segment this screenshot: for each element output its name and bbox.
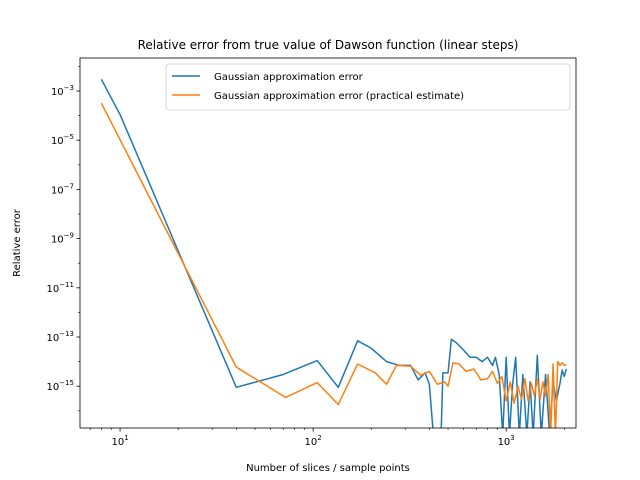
y-tick-label: 10−9	[51, 232, 74, 246]
y-tick-label: 10−13	[46, 330, 74, 344]
series-layer	[100, 78, 568, 428]
y-tick-label: 10−15	[46, 379, 74, 393]
x-tick-label: 101	[111, 434, 128, 448]
x-axis: 101 102 103	[89, 428, 565, 448]
legend: Gaussian approximation error Gaussian app…	[165, 63, 571, 111]
chart-title: Relative error from true value of Dawson…	[138, 38, 519, 52]
y-tick-label: 10−7	[51, 182, 74, 196]
legend-label-1: Gaussian approximation error	[214, 72, 364, 83]
x-axis-title: Number of slices / sample points	[246, 463, 410, 474]
y-tick-label: 10−11	[46, 281, 74, 295]
y-axis: 10−3 10−5 10−7 10−9 10−11 10−13 10−15	[46, 66, 80, 412]
x-tick-label: 103	[498, 434, 515, 448]
plot-frame	[79, 57, 577, 429]
series-line-1	[100, 78, 568, 428]
x-tick-label: 102	[305, 434, 322, 448]
y-axis-title: Relative error	[12, 208, 23, 277]
legend-label-2: Gaussian approximation error (practical …	[214, 91, 464, 102]
series-line-2	[100, 102, 567, 428]
legend-box	[165, 63, 571, 111]
y-tick-label: 10−5	[51, 133, 74, 147]
y-tick-label: 10−3	[51, 84, 74, 98]
